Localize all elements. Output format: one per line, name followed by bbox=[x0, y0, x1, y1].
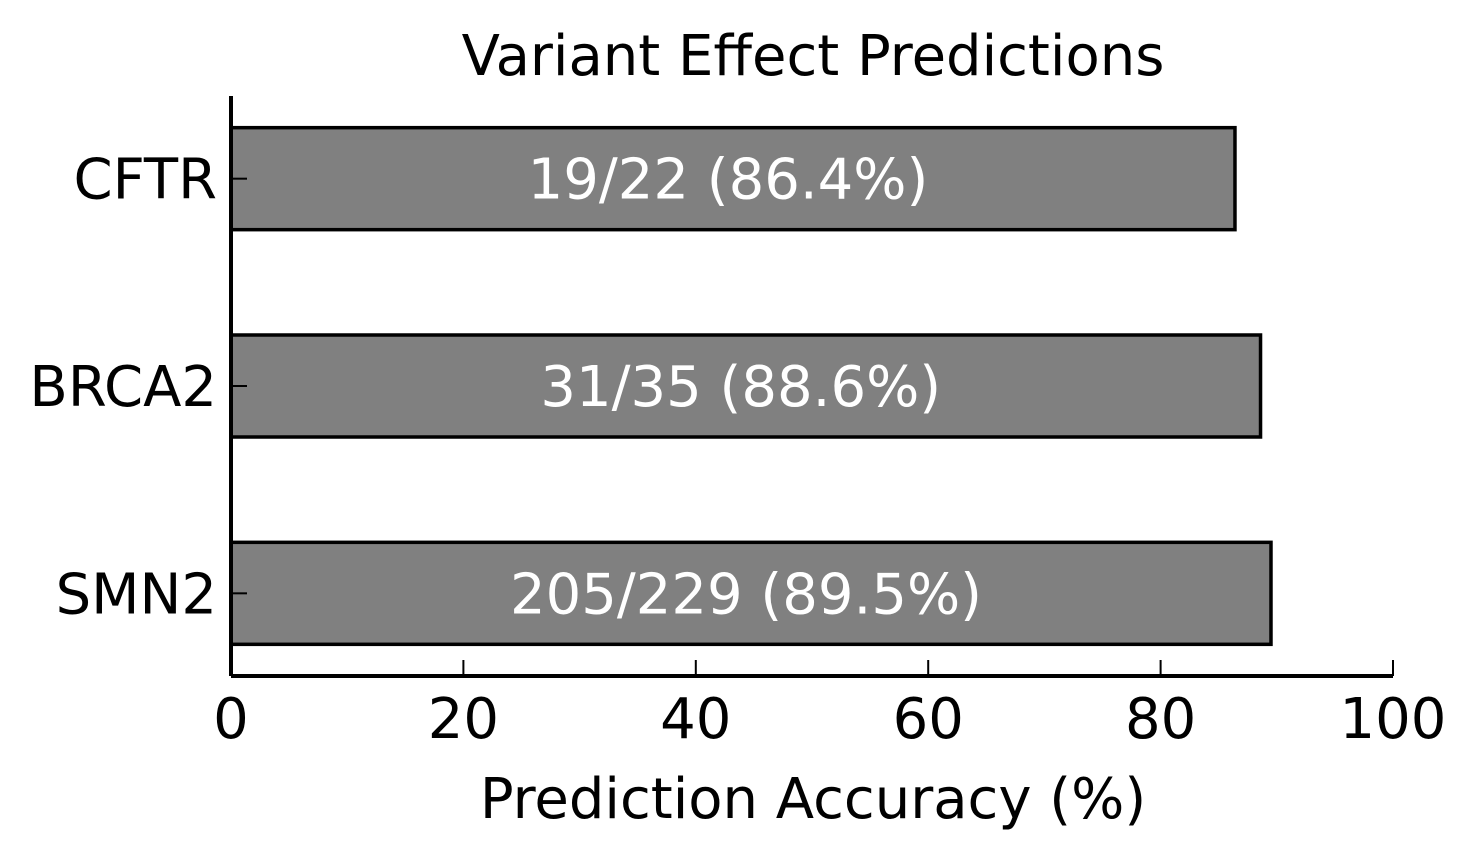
bar-brca2 bbox=[229, 333, 1263, 439]
y-tick-label: SMN2 bbox=[56, 562, 217, 627]
x-tick-label: 100 bbox=[1340, 687, 1447, 752]
bar-data-label: 19/22 (86.4%) bbox=[528, 148, 929, 213]
x-axis-ticks: 0 20 40 60 80 100 bbox=[213, 660, 1446, 752]
chart-title: Variant Effect Predictions bbox=[462, 24, 1165, 89]
bars-group: 19/22 (86.4%) 31/35 (88.6%) 205/229 (89.5%… bbox=[229, 125, 1273, 647]
x-axis-label: Prediction Accuracy (%) bbox=[480, 767, 1146, 832]
y-tick-label: CFTR bbox=[74, 148, 217, 213]
bar-smn2 bbox=[229, 540, 1273, 647]
x-tick-label: 20 bbox=[428, 687, 499, 752]
y-axis-ticks: CFTR BRCA2 SMN2 bbox=[29, 148, 247, 627]
x-tick-label: 80 bbox=[1125, 687, 1196, 752]
x-tick-label: 60 bbox=[893, 687, 964, 752]
x-tick-label: 40 bbox=[660, 687, 731, 752]
bar-data-label: 205/229 (89.5%) bbox=[510, 562, 982, 627]
x-tick-label: 0 bbox=[213, 687, 249, 752]
y-tick-label: BRCA2 bbox=[29, 355, 217, 420]
bar-data-label: 31/35 (88.6%) bbox=[540, 355, 941, 420]
bar-cftr bbox=[229, 125, 1237, 232]
